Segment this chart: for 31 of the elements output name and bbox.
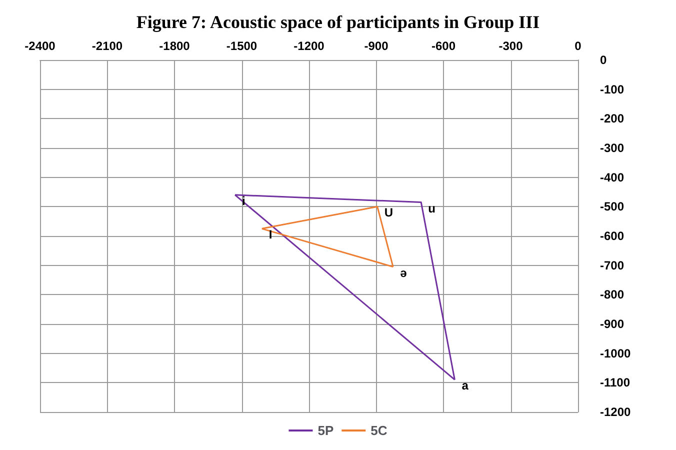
y-tick-label: -400: [600, 170, 624, 184]
y-tick-label: -1100: [600, 376, 630, 390]
y-tick-label: -1200: [600, 405, 632, 419]
x-tick-label: -2100: [92, 39, 123, 53]
x-tick-label: -1800: [159, 39, 190, 53]
legend-label: 5P: [318, 423, 334, 438]
x-tick-label: -1200: [294, 39, 325, 53]
y-tick-label: -700: [600, 258, 624, 272]
annotation: ə: [400, 266, 408, 280]
annotation: I: [268, 228, 272, 242]
legend-label: 5C: [370, 423, 388, 438]
y-tick-label: -600: [600, 229, 624, 243]
x-tick-label: 0: [574, 39, 582, 53]
annotation: i: [242, 194, 246, 208]
x-tick-label: -900: [364, 39, 389, 53]
chart-title: Figure 7: Acoustic space of participants in Group III: [136, 12, 540, 32]
x-tick-label: -600: [431, 39, 456, 53]
x-tick-label: -1500: [226, 39, 258, 53]
y-tick-label: -200: [600, 112, 624, 126]
annotation: u: [428, 201, 436, 216]
annotation: U: [384, 206, 394, 220]
x-tick-label: -300: [498, 39, 524, 53]
annotation: a: [462, 378, 469, 393]
y-tick-label: 0: [600, 53, 607, 67]
y-tick-label: -300: [600, 141, 624, 155]
y-tick-label: -1000: [600, 346, 632, 360]
x-tick-label: -2400: [24, 39, 56, 53]
y-tick-label: -100: [600, 82, 624, 96]
y-tick-label: -800: [600, 288, 624, 302]
y-tick-label: -500: [600, 200, 624, 214]
y-tick-label: -900: [600, 317, 624, 331]
